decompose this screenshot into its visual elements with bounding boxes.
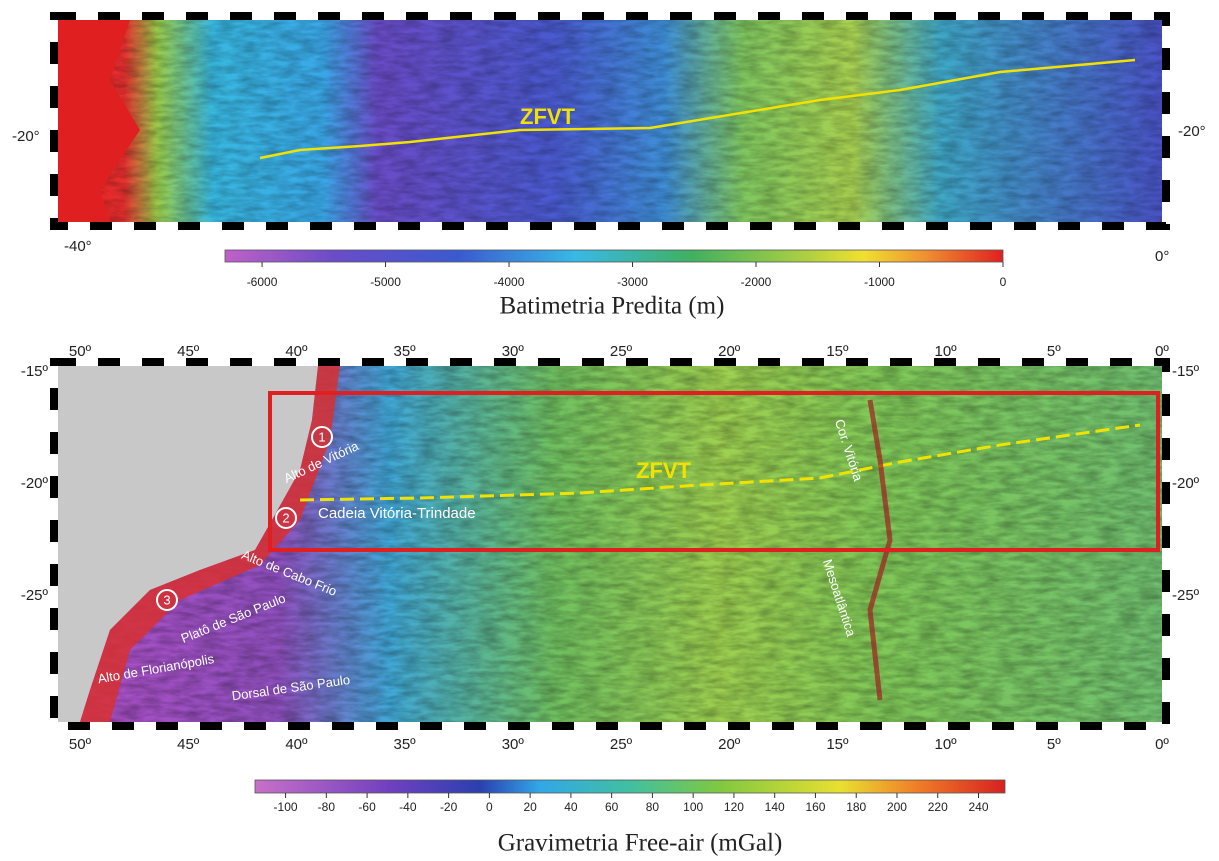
colorbar [255,780,1005,793]
lon-label: 50º [69,343,92,360]
gravity-map: 1 2 3 Alto de Vitória Cadeia Vitória-Tri… [21,343,1200,857]
lat-labels-right: -15º -20º -25º [1172,363,1200,604]
lat-label: -25º [21,587,49,604]
lon-label: 0º [1155,736,1169,753]
colorbar-tick-label: 220 [928,800,948,814]
lon-label: 5º [1047,343,1061,360]
lat-label: -20º [1172,475,1200,492]
bathymetry-map: ZFVT -20° -20° -40° 0° Batimetria Predit… [12,16,1206,320]
lon-label: 40º [285,736,308,753]
annotation: ZFVT [520,104,576,129]
colorbar [225,250,1003,262]
colorbar-tick-label: 20 [523,800,537,814]
lon-label: 35º [394,343,417,360]
colorbar-tick-label: -5000 [370,275,401,289]
lat-label: -20° [1178,123,1206,140]
lon-label: 25º [610,736,633,753]
colorbar-tick-label: -20 [440,800,458,814]
lon-label: 35º [394,736,417,753]
colorbar-tick-label: -100 [274,800,298,814]
colorbar-tick-label: -3000 [617,275,648,289]
lon-label: 40º [285,343,308,360]
colorbar-tick-label: -6000 [247,275,278,289]
lon-label: -40° [64,238,92,255]
map-texture [58,20,1162,222]
colorbar-tick-label: 40 [564,800,578,814]
colorbar-tick-label: 100 [683,800,703,814]
lon-label: 15º [826,736,849,753]
colorbar-tick-label: 60 [605,800,619,814]
colorbar-tick-label: -4000 [494,275,525,289]
colorbar-tick-label: 140 [765,800,785,814]
colorbar-tick-label: 0 [1000,275,1007,289]
colorbar-tick-label: -40 [399,800,417,814]
site-number: 3 [163,592,170,607]
colorbar-tick-label: -80 [318,800,336,814]
lat-label: -20º [21,475,49,492]
lon-label: 5º [1047,736,1061,753]
lon-label: 30º [502,736,525,753]
lon-label: 0º [1155,343,1169,360]
lon-label: 45º [177,343,200,360]
colorbar-tick-label: 180 [846,800,866,814]
colorbar-tick-label: 200 [887,800,907,814]
site-number: 1 [318,429,325,444]
lon-label: 30º [502,343,525,360]
annotation: ZFVT [636,458,692,483]
lat-label: -20° [12,128,40,145]
site-number: 2 [282,510,289,525]
lon-label: 45º [177,736,200,753]
lat-label: -15º [1172,363,1200,380]
colorbar-tick-label: 80 [646,800,660,814]
lon-label: 0° [1155,248,1169,265]
lat-label: -25º [1172,587,1200,604]
colorbar-title: Gravimetria Free-air (mGal) [498,830,783,857]
colorbar-tick-label: -60 [358,800,376,814]
lon-label: 50º [69,736,92,753]
colorbar-tick-label: -1000 [864,275,895,289]
colorbar-tick-label: -2000 [741,275,772,289]
lon-label: 10º [935,343,958,360]
lon-label: 10º [935,736,958,753]
lon-label: 15º [826,343,849,360]
colorbar-tick-label: 160 [805,800,825,814]
colorbar-tick-label: 0 [486,800,493,814]
figure: ZFVT -20° -20° -40° 0° Batimetria Predit… [0,0,1219,861]
lat-label: -15º [21,363,49,380]
lon-label: 20º [718,736,741,753]
colorbar-tick-label: 120 [724,800,744,814]
lon-label: 20º [718,343,741,360]
page: ZFVT -20° -20° -40° 0° Batimetria Predit… [0,0,1219,861]
lat-labels-left: -15º -20º -25º [21,363,49,604]
colorbar-title: Batimetria Predita (m) [500,293,725,320]
lon-label: 25º [610,343,633,360]
colorbar-tick-label: 240 [968,800,988,814]
lon-labels-top: 50º 45º 40º 35º 30º 25º 20º 15º 10º 5º 0º [69,343,1170,360]
annotation: Cadeia Vitória-Trindade [318,505,476,522]
lon-labels-bottom: 50º 45º 40º 35º 30º 25º 20º 15º 10º 5º 0º [69,736,1170,753]
